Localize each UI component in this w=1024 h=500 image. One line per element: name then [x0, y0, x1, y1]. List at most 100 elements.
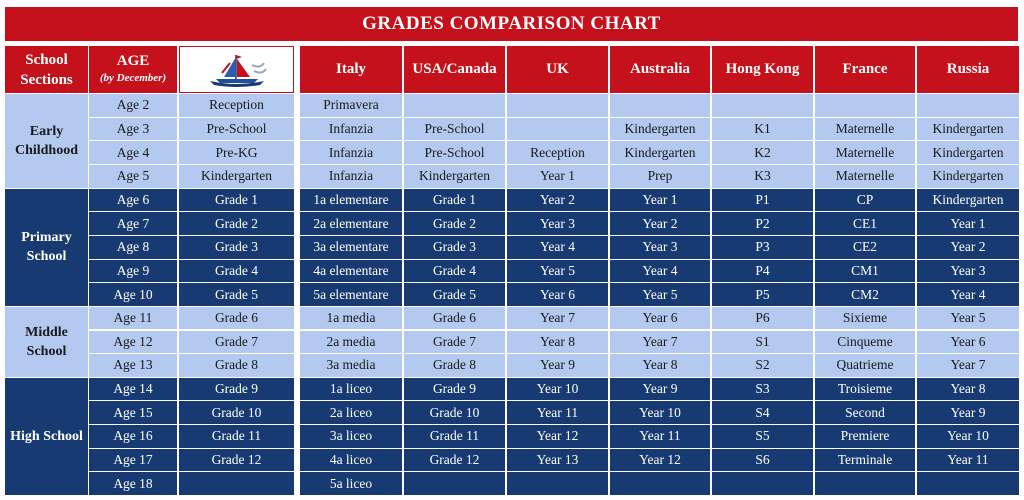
grade-cell: Year 1: [507, 164, 608, 188]
grade-cell: Infanzia: [300, 141, 402, 164]
age-cell: Age 14: [89, 377, 177, 401]
grade-cell: Grade 12: [404, 448, 505, 472]
grade-cell: Year 5: [917, 306, 1019, 330]
school-grade-cell: Kindergarten: [179, 164, 294, 188]
school-grade-cell: Grade 2: [179, 212, 294, 235]
grade-cell: S3: [712, 377, 813, 401]
grade-cell: Year 10: [507, 377, 608, 401]
grade-cell: 5a liceo: [300, 472, 402, 496]
grade-cell: S6: [712, 448, 813, 472]
grade-cell: Year 6: [507, 283, 608, 306]
grade-cell: 1a media: [300, 306, 402, 330]
grade-cell: Year 7: [610, 330, 710, 354]
grade-cell: P5: [712, 283, 813, 306]
school-grade-cell: Grade 6: [179, 306, 294, 330]
age-cell: Age 6: [89, 188, 177, 212]
grade-cell: 2a liceo: [300, 401, 402, 425]
grade-cell: 5a elementare: [300, 283, 402, 306]
grade-cell: Year 11: [917, 448, 1019, 472]
grade-cell: CE2: [815, 235, 915, 259]
grade-cell: [507, 117, 608, 141]
header-country-italy: Italy: [300, 46, 402, 93]
grade-cell: 1a liceo: [300, 377, 402, 401]
grade-cell: [404, 94, 505, 117]
grade-cell: Year 2: [917, 235, 1019, 259]
grade-cell: Year 11: [610, 425, 710, 448]
grade-cell: CE1: [815, 212, 915, 235]
grade-cell: Year 11: [507, 401, 608, 425]
grade-cell: S4: [712, 401, 813, 425]
grade-cell: S2: [712, 354, 813, 377]
grade-cell: [404, 472, 505, 496]
grade-cell: Year 6: [610, 306, 710, 330]
grade-cell: Year 8: [610, 354, 710, 377]
grade-cell: Year 4: [507, 235, 608, 259]
grade-cell: P2: [712, 212, 813, 235]
grade-cell: Grade 7: [404, 330, 505, 354]
grade-cell: P6: [712, 306, 813, 330]
grade-cell: Pre-School: [404, 117, 505, 141]
grade-cell: Prep: [610, 164, 710, 188]
grade-cell: Grade 6: [404, 306, 505, 330]
age-cell: Age 3: [89, 117, 177, 141]
grade-cell: [507, 94, 608, 117]
grade-cell: Year 3: [507, 212, 608, 235]
grade-cell: Grade 3: [404, 235, 505, 259]
grade-cell: Year 5: [507, 259, 608, 283]
grade-cell: Year 8: [917, 377, 1019, 401]
grade-cell: Reception: [507, 141, 608, 164]
grade-cell: S5: [712, 425, 813, 448]
grade-cell: S1: [712, 330, 813, 354]
age-cell: Age 15: [89, 401, 177, 425]
grade-cell: [917, 472, 1019, 496]
grade-cell: K2: [712, 141, 813, 164]
header-country-russia: Russia: [917, 46, 1019, 93]
age-cell: Age 16: [89, 425, 177, 448]
grade-cell: Year 12: [610, 448, 710, 472]
grade-cell: [815, 94, 915, 117]
grade-cell: P3: [712, 235, 813, 259]
grade-cell: [712, 94, 813, 117]
grade-cell: Year 1: [917, 212, 1019, 235]
header-country-uk: UK: [507, 46, 608, 93]
grade-cell: [917, 94, 1019, 117]
grade-cell: Premiere: [815, 425, 915, 448]
grade-cell: Year 13: [507, 448, 608, 472]
header-school-sections: School Sections: [5, 46, 88, 93]
grade-cell: [712, 472, 813, 496]
grade-cell: Terminale: [815, 448, 915, 472]
grade-cell: 3a liceo: [300, 425, 402, 448]
age-cell: Age 7: [89, 212, 177, 235]
header-school-sections-label: School Sections: [20, 51, 73, 88]
grade-cell: Year 6: [917, 330, 1019, 354]
grade-cell: Infanzia: [300, 117, 402, 141]
section-label: High School: [5, 377, 88, 496]
grade-cell: Cinqueme: [815, 330, 915, 354]
grade-cell: [610, 472, 710, 496]
grade-cell: Year 7: [917, 354, 1019, 377]
grade-cell: Year 10: [917, 425, 1019, 448]
grade-cell: CM1: [815, 259, 915, 283]
grade-cell: 2a media: [300, 330, 402, 354]
grade-cell: Second: [815, 401, 915, 425]
school-grade-cell: Grade 12: [179, 448, 294, 472]
grade-cell: CP: [815, 188, 915, 212]
grade-cell: 3a elementare: [300, 235, 402, 259]
grade-cell: Year 7: [507, 306, 608, 330]
header-age-label: AGE: [116, 52, 150, 69]
grade-cell: Year 3: [610, 235, 710, 259]
grade-cell: Grade 4: [404, 259, 505, 283]
grade-cell: Grade 10: [404, 401, 505, 425]
grade-cell: Kindergarten: [917, 188, 1019, 212]
age-cell: Age 13: [89, 354, 177, 377]
grade-cell: Year 4: [610, 259, 710, 283]
section-label: Early Childhood: [5, 94, 88, 188]
grade-cell: Maternelle: [815, 141, 915, 164]
header-country-france: France: [815, 46, 915, 93]
grade-cell: Quatrieme: [815, 354, 915, 377]
grade-cell: Pre-School: [404, 141, 505, 164]
grade-cell: Year 9: [917, 401, 1019, 425]
school-grade-cell: Pre-KG: [179, 141, 294, 164]
school-grade-cell: Grade 4: [179, 259, 294, 283]
header-country-hong-kong: Hong Kong: [712, 46, 813, 93]
